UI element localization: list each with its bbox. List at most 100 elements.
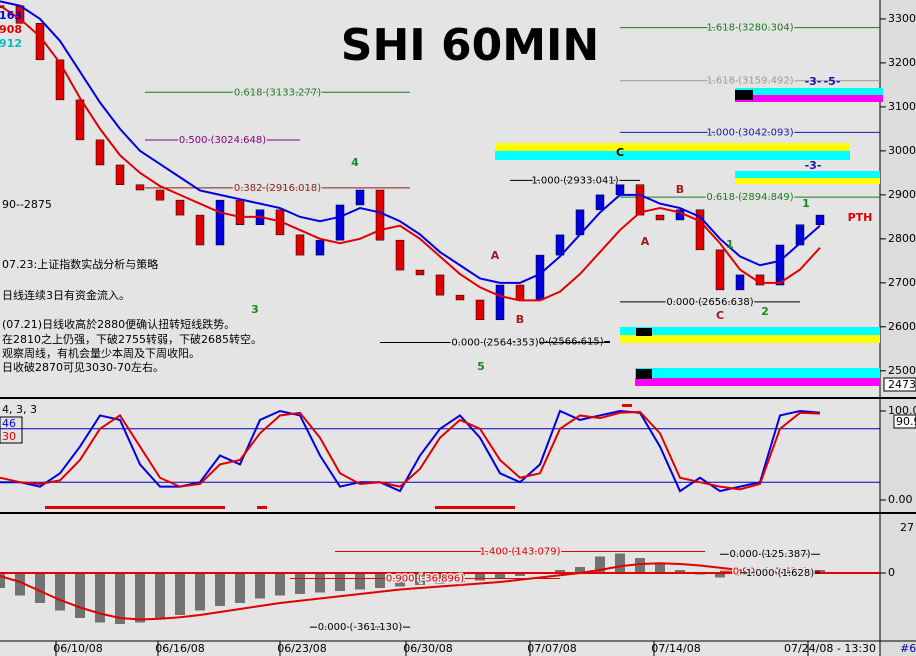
candle: [615, 184, 625, 196]
candle: [95, 139, 105, 166]
signal-line: [0, 562, 821, 621]
x-tick-label: 07/14/08: [651, 642, 700, 655]
fib-label: 1.000 (1.628): [746, 568, 814, 579]
annotation: (07.21)日线收高於2880便确认扭转短线跌势。: [2, 317, 235, 331]
candle: [495, 284, 505, 321]
price-tag-box: [883, 377, 916, 392]
fib-label: 1.400 (143.079): [480, 547, 561, 558]
right-axis-bg: [880, 0, 916, 656]
fib-label: 0.000 (-361.130): [318, 622, 403, 633]
signal-marker: [257, 506, 267, 509]
candle: [395, 239, 405, 271]
legend-value: 3.163: [0, 9, 22, 22]
candle: [235, 199, 245, 226]
annotation: 日收破2870可见3030-70左右。: [2, 360, 164, 374]
last-value: 90.9: [896, 415, 916, 428]
candle: [735, 274, 745, 291]
y-tick-label: 100.0: [888, 404, 916, 417]
candle: [75, 99, 85, 141]
series-value: 30: [2, 430, 16, 443]
candle: [415, 269, 425, 276]
moving-average: [0, 4, 821, 302]
candle: [315, 239, 325, 256]
candle: [55, 59, 65, 101]
oscillator-line: [0, 410, 821, 491]
candle: [775, 244, 785, 286]
candle: [595, 194, 605, 211]
annotation: 观察周线，有机会量少本周及下周收阳。: [2, 346, 200, 360]
candle: [515, 284, 525, 301]
params: 4, 3, 3: [2, 403, 37, 416]
candle: [155, 189, 165, 201]
x-tick-label: 07/24/08 - 13:30: [784, 642, 876, 655]
fib-label: 1.000 (2933.041): [531, 175, 618, 186]
fib-label: 0.500 (3024.648): [179, 135, 266, 146]
candle: [695, 209, 705, 251]
candle: [115, 164, 125, 185]
y-tick-label: 0.00: [888, 493, 913, 506]
wave-label: C: [716, 309, 724, 322]
candle: [295, 234, 305, 256]
series-value: 46: [2, 417, 16, 430]
fib-label: 0.000 (125.387): [730, 549, 811, 560]
y-tick-label: 3100: [888, 100, 916, 113]
candle: [435, 274, 445, 296]
fib-label: 0.000 (2656.638): [666, 297, 753, 308]
chart-title: SHI 60MIN: [341, 20, 599, 71]
y-tick-label: 3000: [888, 144, 916, 157]
candle: [335, 204, 345, 241]
wave-label: 2: [761, 305, 769, 318]
y-tick-label: 2500: [888, 364, 916, 377]
wave-label: 5: [477, 360, 485, 373]
fib-label: 0.618 (2894.849): [706, 192, 793, 203]
y-tick-label: 2900: [888, 188, 916, 201]
candle: [635, 184, 645, 216]
fib-label: 1.000 (3042.093): [706, 127, 793, 138]
candle: [215, 199, 225, 246]
wave-label: A: [641, 235, 650, 248]
wave-label: 3: [251, 303, 259, 316]
candle: [475, 299, 485, 321]
moving-average: [0, 0, 821, 284]
fib-label: 0.618 (3133.277): [234, 87, 321, 98]
fib-label: 0.382 (2916.018): [234, 183, 321, 194]
price-tag: 2473.: [888, 378, 916, 391]
oscillator-line: [0, 409, 821, 493]
x-tick-label: 06/23/08: [277, 642, 326, 655]
fib-label: 1.618 (3159.492): [706, 76, 793, 87]
y-tick-label: 0: [888, 566, 895, 579]
wave-label: 1: [802, 197, 810, 210]
candle: [195, 214, 205, 246]
y-tick-label: 2600: [888, 320, 916, 333]
signal-marker: [45, 506, 225, 509]
x-tick-label: 06/10/08: [53, 642, 102, 655]
signal-marker: [435, 506, 515, 509]
wave-label: 4: [351, 156, 359, 169]
wave-label: 1: [726, 238, 734, 251]
x-tick-label: 06/30/08: [403, 642, 452, 655]
x-tick-label: 06/16/08: [155, 642, 204, 655]
fib-label: 0.000 (2564.353): [451, 338, 538, 349]
candle: [375, 189, 385, 241]
signal-marker: [622, 404, 632, 407]
legend-value: 3.912: [0, 37, 22, 50]
candle: [815, 214, 825, 226]
y-tick-label: 3200: [888, 56, 916, 69]
fib-label: 0.900 (11.656): [733, 566, 808, 577]
annotation: 日线连续3日有资金流入。: [2, 288, 130, 302]
top-label: 27: [900, 521, 914, 534]
params-box: [0, 416, 23, 444]
wave-label: C: [616, 146, 624, 159]
wave-label: PTH: [848, 211, 873, 224]
legend-value: 3.908: [0, 23, 22, 36]
x-tick-label: 07/07/08: [527, 642, 576, 655]
candle: [355, 189, 365, 206]
zone-bands: [495, 88, 883, 386]
fib-label: 1.618 (3280.304): [706, 23, 793, 34]
candle: [135, 184, 145, 191]
candle: [175, 199, 185, 216]
candle: [535, 254, 545, 301]
fib-label: 0.900 (-36.896): [386, 574, 464, 585]
y-tick-label: 2800: [888, 232, 916, 245]
